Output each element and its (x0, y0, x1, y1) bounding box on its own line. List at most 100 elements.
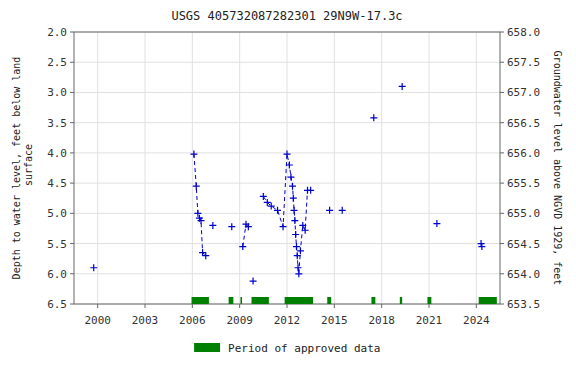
x-grid-line (429, 32, 430, 304)
y-axis-label-line: Depth to water level, feet below land (11, 57, 22, 280)
x-tick-label: 2015 (321, 314, 348, 327)
series-line (194, 154, 206, 256)
y-grid-line (74, 213, 500, 214)
title: USGS 405732087282301 29N9W-17.3c (171, 9, 402, 23)
x-grid-line (287, 32, 288, 304)
y-grid-line (74, 122, 500, 123)
x-tick (476, 304, 477, 308)
series-2 (260, 151, 314, 278)
x-grid-line (97, 32, 98, 304)
y2-tick (500, 213, 504, 214)
series-3 (90, 83, 485, 285)
y-grid-line (74, 273, 500, 274)
x-grid-line (476, 32, 477, 304)
x-tick-label: 2009 (226, 314, 253, 327)
y-tick (70, 213, 74, 214)
legend: Period of approved data (194, 342, 380, 355)
x-tick (287, 304, 288, 308)
y-tick (70, 304, 74, 305)
y-axis-label: Depth to water level, feet below land su… (11, 57, 34, 280)
point-marker (194, 210, 201, 217)
x-tick (429, 304, 430, 308)
point-marker (290, 195, 297, 202)
point-marker (478, 243, 485, 250)
y-tick-label: 3.0 (47, 86, 67, 99)
point-marker (268, 203, 275, 210)
axes: 2000200320062009201220152018202120242.02… (47, 26, 540, 327)
approved-period (252, 297, 269, 304)
point-marker (245, 223, 252, 230)
y-grid-line (74, 62, 500, 63)
approved-period (427, 297, 431, 304)
point-marker (307, 187, 314, 194)
y2-tick-label: 655.0 (507, 207, 540, 220)
y-tick-label: 5.0 (47, 207, 67, 220)
point-marker (286, 161, 293, 168)
y2-tick (500, 152, 504, 153)
legend-label: Period of approved data (228, 342, 380, 355)
point-marker (370, 114, 377, 121)
point-marker (293, 243, 300, 250)
y2-tick-label: 655.5 (507, 177, 540, 190)
point-marker (228, 223, 235, 230)
point-marker (291, 207, 298, 214)
x-tick-label: 2006 (179, 314, 206, 327)
data-layer (90, 83, 485, 285)
y-tick-label: 6.5 (47, 298, 67, 311)
y2-tick (500, 273, 504, 274)
x-tick (381, 304, 382, 308)
grid (74, 32, 500, 304)
point-marker (284, 151, 291, 158)
point-marker (339, 207, 346, 214)
point-marker (274, 207, 281, 214)
y2-tick-label: 658.0 (507, 26, 540, 39)
plot-frame (74, 32, 500, 304)
y-tick (70, 32, 74, 33)
point-marker (198, 217, 205, 224)
y-axis-label-line: surface (23, 144, 34, 192)
y2-tick (500, 32, 504, 33)
y-tick (70, 152, 74, 153)
y-tick (70, 183, 74, 184)
approved-period (327, 297, 331, 304)
approved-periods (192, 297, 497, 304)
x-tick-label: 2021 (416, 314, 443, 327)
y-tick (70, 243, 74, 244)
series-1 (239, 221, 252, 250)
x-tick (145, 304, 146, 308)
point-marker (264, 199, 271, 206)
point-marker (90, 264, 97, 271)
x-grid-line (192, 32, 193, 304)
point-marker (202, 252, 209, 259)
point-marker (326, 207, 333, 214)
point-marker (287, 174, 294, 181)
y-tick-label: 4.0 (47, 147, 67, 160)
y-tick-label: 3.5 (47, 117, 67, 130)
point-marker (295, 264, 302, 271)
approved-period (240, 297, 242, 304)
approved-period (479, 297, 497, 304)
y-tick-label: 2.0 (47, 26, 67, 39)
y2-tick (500, 62, 504, 63)
y2-tick-label: 657.5 (507, 56, 540, 69)
x-tick (239, 304, 240, 308)
point-marker (295, 270, 302, 277)
y-tick (70, 62, 74, 63)
legend-swatch (194, 343, 220, 352)
point-marker (433, 220, 440, 227)
y-tick (70, 92, 74, 93)
y2-tick (500, 122, 504, 123)
x-tick-label: 2012 (274, 314, 301, 327)
approved-period (371, 297, 375, 304)
y-tick-label: 2.5 (47, 56, 67, 69)
y2-tick-label: 654.5 (507, 238, 540, 251)
x-tick-label: 2024 (463, 314, 490, 327)
approved-period (192, 297, 209, 304)
approved-period (229, 297, 234, 304)
point-marker (302, 227, 309, 234)
y2-tick-label: 657.0 (507, 86, 540, 99)
point-marker (289, 183, 296, 190)
y-tick (70, 273, 74, 274)
x-grid-line (381, 32, 382, 304)
x-grid-line (239, 32, 240, 304)
